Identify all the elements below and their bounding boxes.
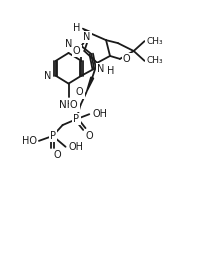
Text: CH₃: CH₃ — [147, 56, 163, 65]
Text: P: P — [73, 114, 79, 124]
Text: N: N — [65, 39, 72, 49]
Text: O: O — [123, 54, 131, 64]
Text: OH: OH — [69, 142, 83, 152]
Text: CH₃: CH₃ — [147, 37, 163, 46]
Text: N: N — [44, 71, 52, 81]
Text: H: H — [107, 66, 114, 76]
Text: P: P — [50, 131, 56, 141]
Text: N: N — [97, 64, 105, 74]
Text: H: H — [73, 23, 80, 33]
Text: O: O — [76, 87, 83, 98]
Text: O: O — [54, 150, 61, 160]
Text: OH: OH — [92, 109, 107, 119]
Text: HO: HO — [22, 136, 37, 146]
Polygon shape — [82, 28, 91, 35]
Polygon shape — [86, 77, 94, 93]
Text: O: O — [73, 46, 80, 56]
Text: O: O — [85, 131, 93, 141]
Text: O: O — [70, 100, 77, 110]
Text: NH₂: NH₂ — [59, 100, 78, 110]
Text: N: N — [83, 32, 91, 42]
